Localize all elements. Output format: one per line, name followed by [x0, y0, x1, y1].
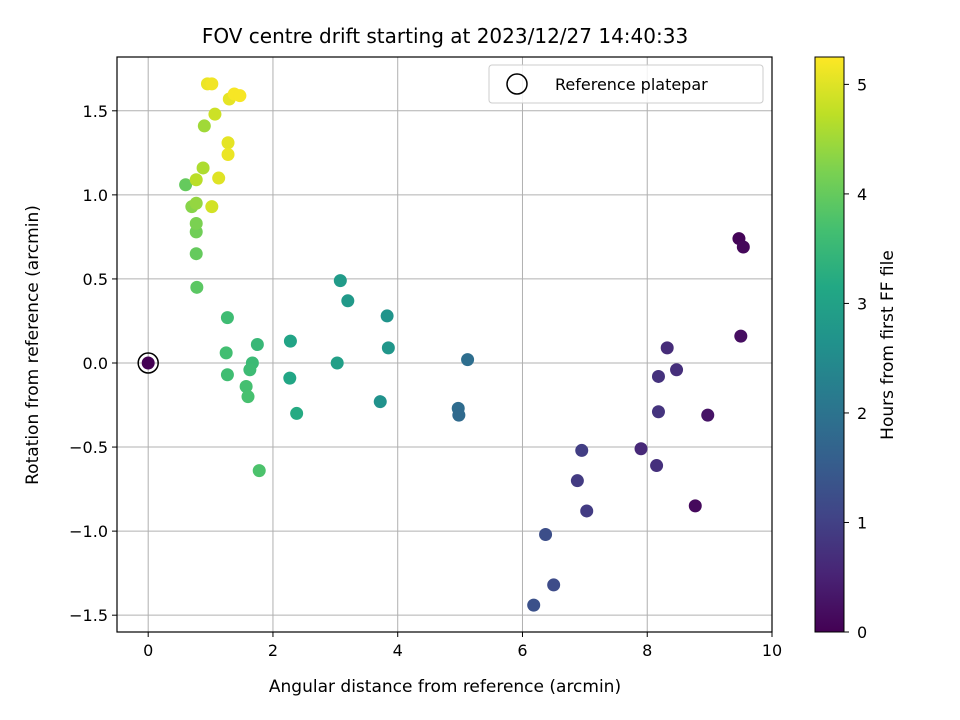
data-point	[196, 161, 210, 175]
data-point	[381, 341, 395, 355]
chart-title: FOV centre drift starting at 2023/12/27 …	[202, 24, 688, 48]
data-point	[461, 353, 475, 367]
data-point	[239, 380, 253, 394]
colorbar-tick-label: 3	[857, 294, 867, 313]
data-point	[570, 474, 584, 488]
colorbar-label: Hours from first FF file	[878, 250, 898, 440]
data-point	[736, 240, 750, 254]
y-axis-label: Rotation from reference (arcmin)	[23, 205, 43, 485]
x-tick-label: 8	[642, 641, 652, 660]
x-tick-label: 10	[762, 641, 782, 660]
data-point	[221, 148, 235, 162]
y-tick-label: 1.0	[83, 186, 108, 205]
legend-box	[488, 64, 764, 104]
colorbar-gradient	[814, 56, 845, 633]
data-point	[341, 294, 355, 308]
colorbar-tick-label: 1	[857, 513, 867, 532]
data-point	[233, 89, 247, 103]
x-tick-label: 4	[393, 641, 403, 660]
data-point	[189, 173, 203, 187]
data-point	[380, 309, 394, 323]
data-point	[290, 406, 304, 420]
data-point	[688, 499, 702, 513]
data-point	[330, 356, 344, 370]
data-point	[650, 459, 664, 473]
data-point	[580, 504, 594, 518]
legend: Reference platepar	[488, 64, 764, 104]
data-point	[241, 390, 255, 404]
scatter-points	[137, 77, 750, 612]
y-tick-label: −1.5	[69, 606, 108, 625]
colorbar-tick-label: 2	[857, 404, 867, 423]
data-point	[670, 363, 684, 377]
data-point	[283, 371, 297, 385]
data-point	[220, 311, 234, 325]
data-point	[243, 363, 257, 377]
y-tick-label: 1.5	[83, 102, 108, 121]
legend-marker-reference-icon	[506, 73, 528, 95]
y-tick-label: −1.0	[69, 522, 108, 541]
legend-entry-reference: Reference platepar	[555, 75, 708, 94]
data-point	[221, 136, 235, 150]
data-point	[190, 280, 204, 294]
colorbar-ticks: 0 1 2 3 4 5	[844, 75, 867, 642]
data-point	[701, 408, 715, 422]
reference-platepar-marker	[137, 352, 159, 374]
data-point	[634, 442, 648, 456]
data-point	[651, 369, 665, 383]
data-point	[252, 464, 266, 478]
data-point	[250, 338, 264, 351]
colorbar: 0 1 2 3 4 5 Hours from first FF file	[814, 56, 898, 642]
data-point	[220, 368, 234, 382]
data-point	[527, 598, 541, 612]
x-tick-label: 2	[268, 641, 278, 660]
data-point	[208, 107, 222, 121]
y-tick-label: 0.0	[83, 354, 108, 373]
y-tick-label: −0.5	[69, 438, 108, 457]
data-point	[205, 77, 219, 91]
data-point	[197, 119, 211, 133]
data-point	[333, 274, 347, 288]
data-point	[373, 395, 387, 409]
data-point	[660, 341, 674, 355]
data-point	[219, 346, 233, 360]
data-point	[547, 578, 561, 592]
colorbar-tick-label: 5	[857, 75, 867, 94]
x-axis-label: Angular distance from reference (arcmin)	[269, 677, 621, 697]
colorbar-tick-label: 4	[857, 185, 867, 204]
data-point	[189, 216, 203, 230]
x-tick-label: 0	[143, 641, 153, 660]
plot-frame	[116, 56, 773, 633]
data-point	[283, 334, 297, 348]
x-tick-label: 6	[517, 641, 527, 660]
data-point	[141, 356, 155, 370]
y-tick-label: 0.5	[83, 270, 108, 289]
y-axis: −1.5 −1.0 −0.5 0.0 0.5 1.0 1.5	[69, 102, 117, 625]
data-point	[651, 405, 665, 419]
data-point	[452, 408, 466, 422]
data-point	[212, 171, 226, 185]
colorbar-tick-label: 0	[857, 623, 867, 642]
data-point	[179, 178, 193, 192]
data-point	[189, 247, 203, 261]
data-point	[575, 443, 589, 457]
x-axis: 0 2 4 6 8 10	[143, 632, 782, 660]
data-point	[205, 200, 219, 214]
grid-lines	[117, 57, 773, 632]
data-point	[539, 527, 553, 541]
plot-area	[116, 56, 773, 633]
data-point	[734, 329, 748, 343]
data-point	[189, 196, 203, 210]
